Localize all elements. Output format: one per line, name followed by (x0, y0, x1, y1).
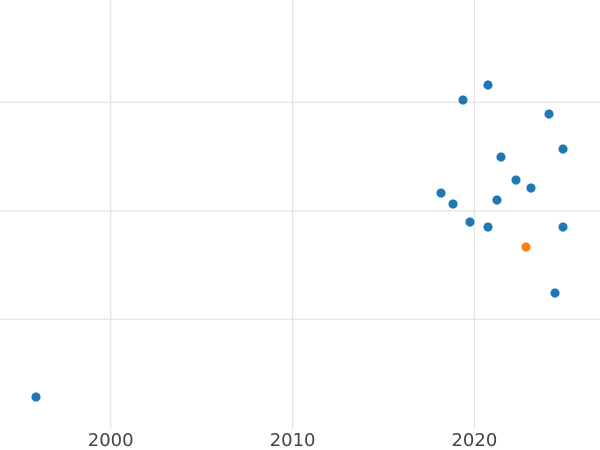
data-point-blue-points (483, 80, 493, 90)
x-tick-label: 2020 (451, 430, 497, 450)
x-tick-label: 2000 (88, 430, 134, 450)
data-point-blue-points (526, 183, 536, 193)
data-point-blue-points (550, 288, 560, 298)
data-point-blue-points (448, 199, 458, 209)
data-point-blue-points (544, 109, 554, 119)
data-point-blue-points (492, 195, 502, 205)
data-point-orange-point (521, 242, 531, 252)
data-point-blue-points (511, 175, 521, 185)
data-point-blue-points (483, 222, 493, 232)
data-point-blue-points (458, 95, 468, 105)
data-point-blue-points (436, 188, 446, 198)
data-point-blue-points (31, 392, 41, 402)
data-point-blue-points (558, 144, 568, 154)
data-point-blue-points (558, 222, 568, 232)
data-point-blue-points (465, 217, 475, 227)
data-point-blue-points (496, 152, 506, 162)
x-tick-label: 2010 (270, 430, 316, 450)
